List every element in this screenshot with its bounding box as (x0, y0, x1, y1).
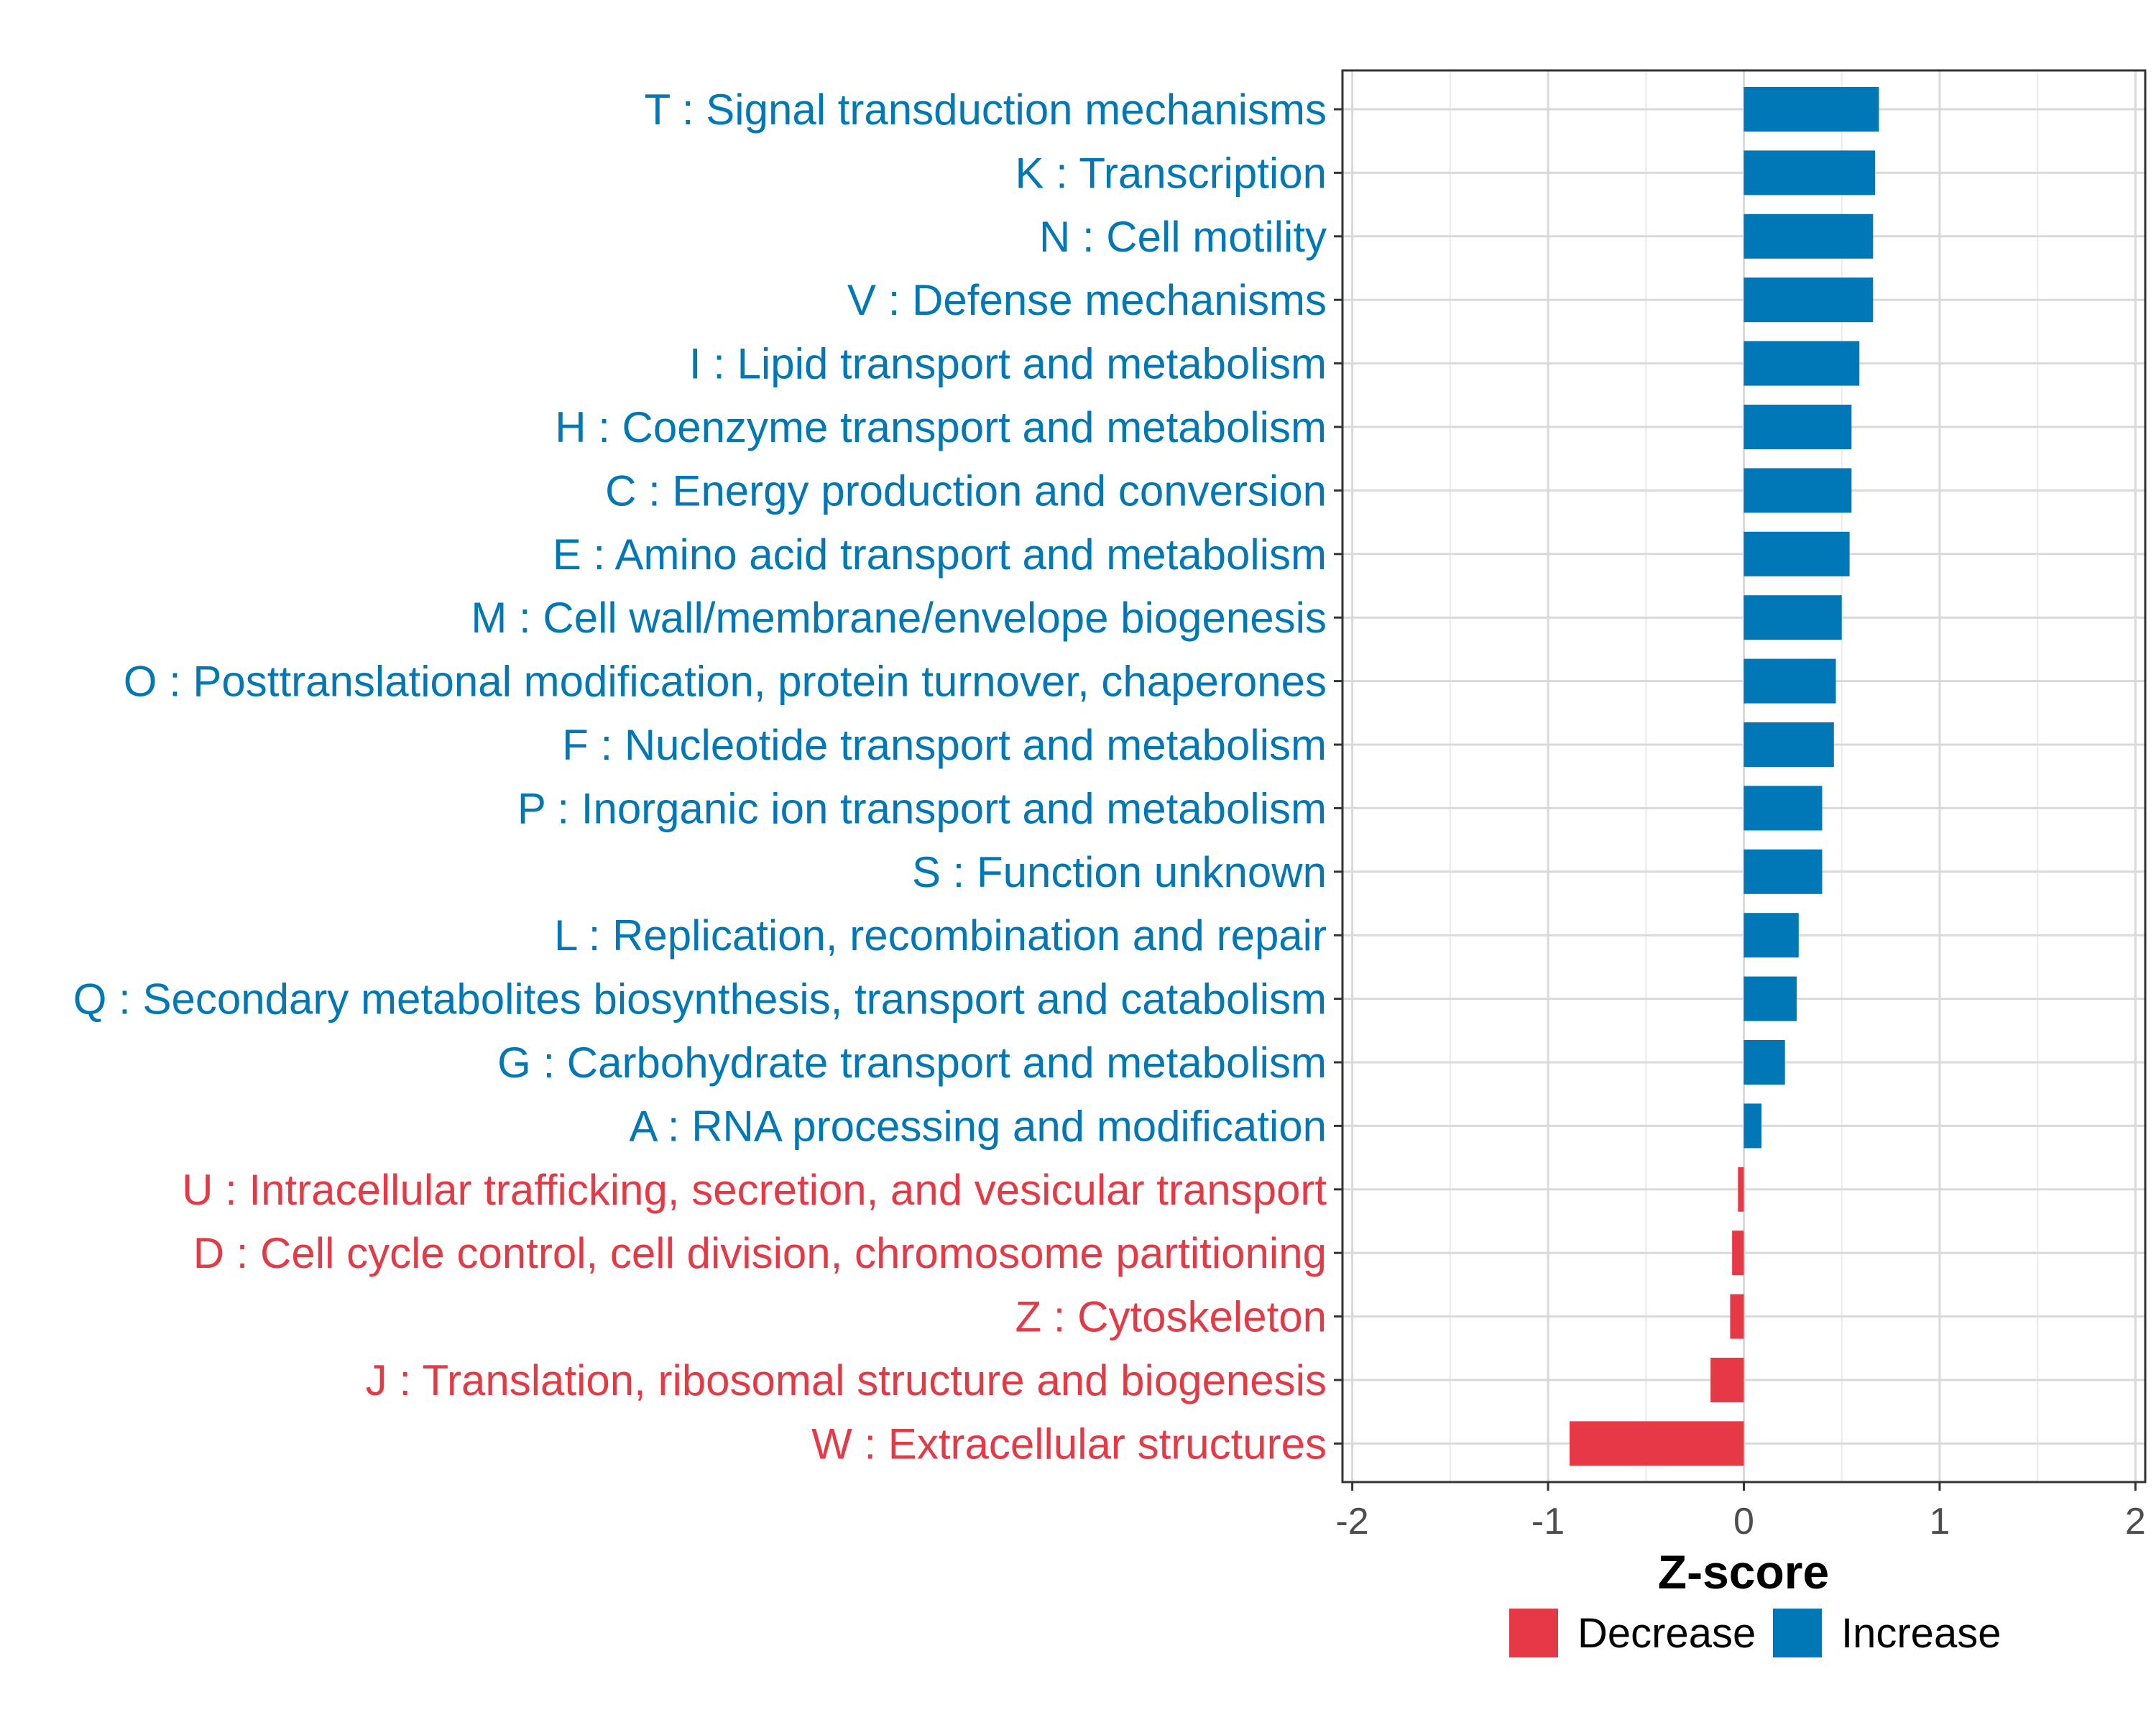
bar-s (1743, 849, 1823, 894)
legend-label-increase: Increase (1841, 1610, 2001, 1657)
legend-key-increase (1773, 1609, 1822, 1657)
category-label: G : Carbohydrate transport and metabolis… (497, 1039, 1327, 1087)
category-label: W : Extracellular structures (811, 1420, 1327, 1468)
category-label: N : Cell motility (1039, 213, 1327, 261)
bar-q (1743, 976, 1797, 1021)
category-label: J : Translation, ribosomal structure and… (366, 1356, 1327, 1404)
bar-t (1743, 87, 1879, 132)
category-label: F : Nucleotide transport and metabolism (562, 721, 1327, 769)
category-label: M : Cell wall/membrane/envelope biogenes… (471, 594, 1327, 642)
bars (1570, 87, 1879, 1466)
legend-label-decrease: Decrease (1577, 1610, 1756, 1657)
x-tick-label: -1 (1531, 1501, 1565, 1542)
category-label: H : Coenzyme transport and metabolism (555, 403, 1327, 451)
bar-h (1743, 405, 1852, 449)
bar-n (1743, 213, 1874, 259)
category-label: I : Lipid transport and metabolism (689, 340, 1327, 388)
category-label: Z : Cytoskeleton (1015, 1293, 1327, 1341)
bar-z (1730, 1294, 1744, 1339)
bar-l (1743, 913, 1799, 958)
bar-c (1743, 468, 1852, 513)
category-label: A : RNA processing and modification (629, 1102, 1327, 1150)
bar-k (1743, 150, 1876, 196)
x-tick-label: 1 (1929, 1501, 1950, 1542)
category-label: V : Defense mechanisms (847, 276, 1327, 324)
bar-e (1743, 531, 1850, 576)
category-labels: T : Signal transduction mechanisms K : Tr… (73, 86, 1327, 1468)
category-label: D : Cell cycle control, cell division, c… (193, 1229, 1327, 1277)
category-label: Q : Secondary metabolites biosynthesis, … (73, 975, 1327, 1024)
category-label: K : Transcription (1015, 149, 1327, 197)
bar-o (1743, 658, 1836, 704)
x-tick-label: 2 (2125, 1501, 2146, 1542)
category-label: S : Function unknown (912, 848, 1327, 896)
legend: Decrease Increase (1509, 1609, 2001, 1657)
y-ticks (1334, 108, 1342, 1445)
bar-i (1743, 341, 1860, 386)
bar-u (1738, 1167, 1744, 1212)
legend-key-decrease (1509, 1609, 1558, 1657)
bar-a (1743, 1103, 1762, 1149)
bar-w (1570, 1421, 1744, 1466)
category-label: U : Intracellular trafficking, secretion… (182, 1166, 1327, 1214)
bar-f (1743, 722, 1834, 767)
category-label: E : Amino acid transport and metabolism (553, 530, 1327, 579)
bar-d (1732, 1230, 1744, 1276)
bar-g (1743, 1040, 1785, 1085)
category-label: T : Signal transduction mechanisms (645, 86, 1327, 134)
category-label: L : Replication, recombination and repai… (554, 911, 1327, 960)
bar-m (1743, 595, 1842, 640)
category-label: C : Energy production and conversion (605, 466, 1327, 515)
x-tick-label: 0 (1733, 1501, 1754, 1542)
category-label: O : Posttranslational modification, prot… (124, 658, 1327, 706)
bar-j (1710, 1358, 1744, 1402)
bar-p (1743, 786, 1823, 831)
bar-v (1743, 277, 1874, 323)
x-axis-title: Z-score (1658, 1545, 1829, 1598)
category-label: P : Inorganic ion transport and metaboli… (517, 784, 1327, 832)
x-ticks: -2 -1 0 1 2 (1335, 1482, 2146, 1542)
x-tick-label: -2 (1335, 1501, 1368, 1542)
